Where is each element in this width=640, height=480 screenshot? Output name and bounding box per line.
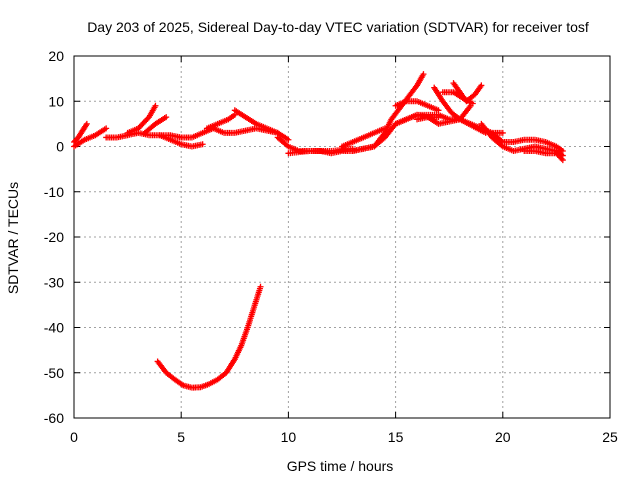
data-point <box>469 100 476 107</box>
data-point <box>103 125 110 132</box>
series-t12 <box>339 125 388 150</box>
x-tick-label: 10 <box>281 429 297 445</box>
y-tick-label: -10 <box>44 184 64 200</box>
x-tick-label: 0 <box>70 429 78 445</box>
series-t20 <box>450 80 485 105</box>
y-tick-label: 10 <box>48 93 64 109</box>
data-point <box>420 71 427 78</box>
series-t17 <box>414 102 474 127</box>
x-tick-label: 20 <box>495 429 511 445</box>
x-tick-label: 5 <box>177 429 185 445</box>
x-tick-label: 25 <box>602 429 618 445</box>
data-point <box>257 283 264 290</box>
series-dip <box>154 283 264 391</box>
y-tick-label: -30 <box>44 274 64 290</box>
y-tick-label: -40 <box>44 320 64 336</box>
y-tick-label: -20 <box>44 229 64 245</box>
y-axis-label: SDTVAR / TECUs <box>5 182 21 294</box>
data-point <box>559 157 566 164</box>
y-tick-label: 20 <box>48 48 64 64</box>
series-t15 <box>392 98 442 114</box>
data-point <box>478 82 485 89</box>
y-tick-label: 0 <box>56 139 64 155</box>
data-point <box>83 120 90 127</box>
series-t8 <box>203 111 238 132</box>
series-t5 <box>141 114 170 136</box>
series-t23 <box>521 148 566 164</box>
x-tick-label: 15 <box>388 429 404 445</box>
y-tick-label: -60 <box>44 410 64 426</box>
data-point <box>285 136 292 143</box>
data-point <box>284 142 291 149</box>
series-t4 <box>124 102 159 136</box>
x-axis-label: GPS time / hours <box>287 458 394 474</box>
data-point <box>498 137 505 144</box>
data-point <box>199 141 206 148</box>
chart-title: Day 203 of 2025, Sidereal Day-to-day VTE… <box>87 19 589 35</box>
axes: 0 5 10 15 20 25 -60 -50 -40 -30 -20 -10 0 10 20 <box>44 48 618 445</box>
series-t9 <box>231 107 292 143</box>
data-point <box>152 102 159 109</box>
data-point <box>559 148 566 155</box>
data-series <box>71 71 566 391</box>
data-point <box>163 114 170 121</box>
y-tick-label: -50 <box>44 365 64 381</box>
series-t22 <box>489 129 566 155</box>
series-t2 <box>71 125 110 150</box>
series-t6 <box>156 132 206 150</box>
data-point <box>499 129 506 136</box>
series-t1 <box>71 120 90 145</box>
